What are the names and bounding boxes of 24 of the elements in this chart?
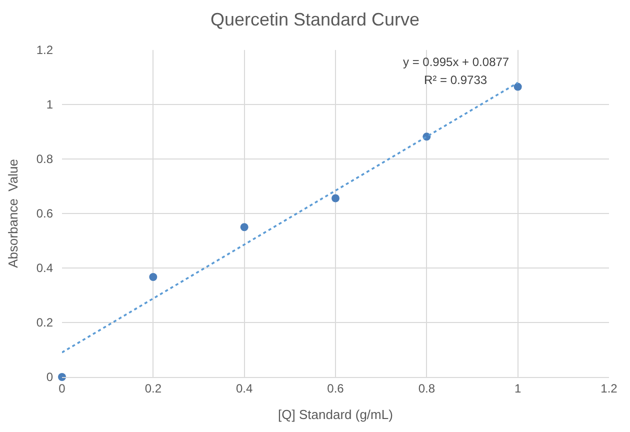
x-tick-label: 1.2 — [600, 381, 618, 396]
x-tick-label: 0.4 — [236, 381, 253, 396]
y-tick-label: 0 — [46, 370, 54, 384]
x-tick-label: 1 — [514, 381, 522, 396]
y-tick-label: 0.6 — [36, 206, 54, 221]
x-axis-title: [Q] Standard (g/mL) — [278, 407, 393, 422]
point — [58, 373, 66, 381]
y-axis-title: Absorbance Value — [5, 159, 20, 268]
x-tick-label: 0.6 — [327, 381, 344, 396]
y-tick-label: 1.2 — [36, 43, 54, 58]
annotation: R² = 0.9733 — [424, 73, 488, 87]
x-tick-label: 0.8 — [418, 381, 436, 396]
chart-title: Quercetin Standard Curve — [210, 10, 420, 30]
point — [514, 82, 522, 91]
x-tick-label: 0 — [58, 381, 66, 396]
y-tick-label: 1 — [46, 98, 54, 112]
annotation: y = 0.995x + 0.0877 — [403, 55, 510, 69]
point — [332, 194, 340, 202]
y-tick-label: 0.8 — [36, 152, 54, 166]
point — [149, 272, 158, 281]
y-tick-label: 0.4 — [36, 261, 54, 276]
x-tick-label: 0.2 — [144, 381, 162, 396]
y-tick-label: 0.2 — [36, 316, 54, 330]
point — [240, 223, 248, 232]
